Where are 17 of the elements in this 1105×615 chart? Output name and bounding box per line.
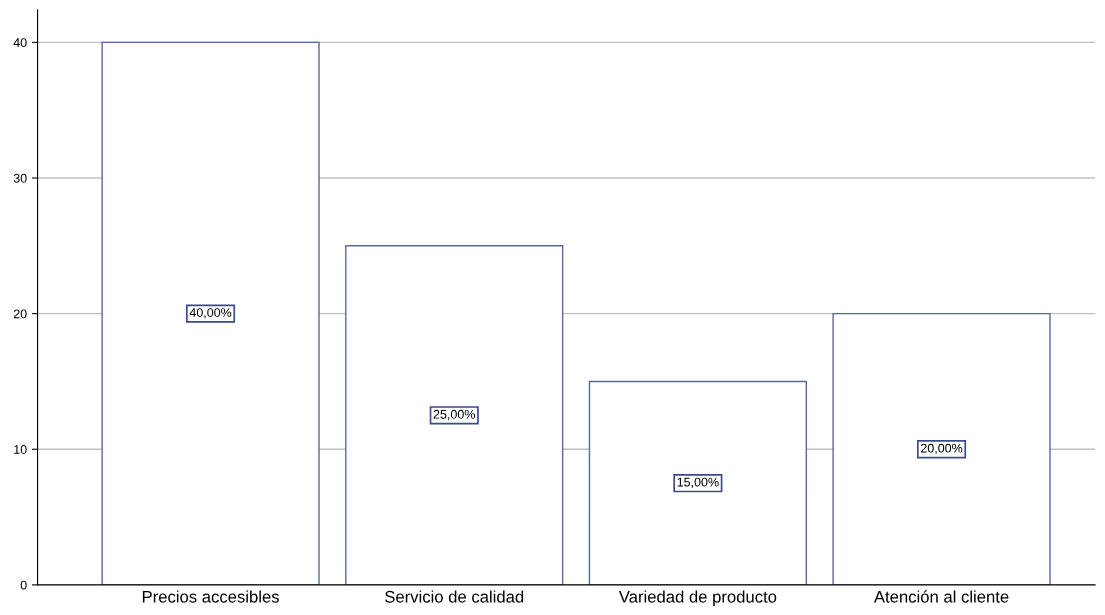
data-label: 40,00% [189, 308, 232, 319]
data-label: 15,00% [677, 477, 719, 488]
x-tick-label: Variedad de producto [618, 590, 777, 606]
data-label: 25,00% [433, 409, 475, 421]
y-tick-label: 20 [13, 309, 27, 319]
x-tick-label: Servicio de calidad [385, 590, 524, 603]
bar [588, 380, 808, 585]
y-tick-label: 0 [20, 580, 27, 590]
data-label: 20,00% [920, 443, 963, 455]
bar [345, 245, 564, 585]
y-tick-label: 10 [14, 445, 27, 454]
y-tick-label: 30 [13, 173, 27, 183]
x-tick-label: Precios accesibles [142, 590, 279, 603]
x-tick-label: Atención al cliente [873, 590, 1009, 603]
bar [832, 312, 1051, 585]
bar [101, 41, 320, 585]
y-tick-label: 40 [13, 38, 27, 48]
